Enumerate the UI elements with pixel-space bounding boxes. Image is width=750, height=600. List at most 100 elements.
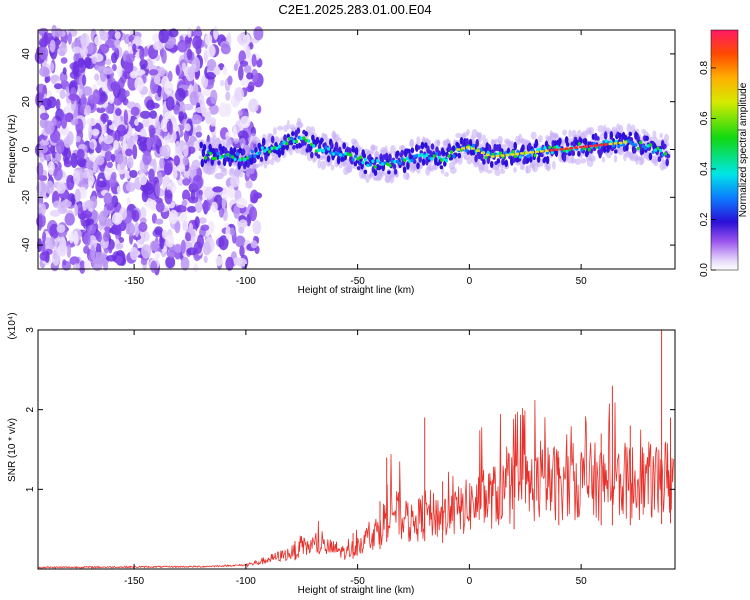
ridge-core (571, 150, 576, 157)
noise-speck (239, 115, 251, 129)
ridge-halo (478, 134, 483, 143)
ridge-bright (626, 139, 631, 143)
noise-speck (182, 178, 191, 186)
noise-speck (113, 140, 119, 151)
noise-speck (203, 255, 208, 264)
noise-speck (193, 241, 203, 254)
noise-speck (36, 181, 48, 198)
noise-speck (234, 87, 245, 102)
noise-speck (84, 199, 94, 210)
noise-speck (225, 91, 231, 101)
ridge-core (292, 144, 296, 150)
noise-speck (114, 38, 121, 48)
ridge-core (602, 146, 607, 154)
ridge-halo (263, 161, 268, 169)
ridge-bright (405, 156, 409, 161)
ridge-hot (589, 144, 593, 148)
ridge-core (416, 162, 420, 170)
ridge-halo (309, 126, 316, 135)
noise-speck (37, 214, 43, 231)
noise-speck (225, 103, 232, 117)
ridge-core (603, 131, 608, 141)
noise-speck (213, 25, 219, 40)
ridge-bright (312, 144, 316, 148)
ridge-bright (413, 154, 417, 159)
ridge-hot (539, 150, 544, 153)
ridge-bright (597, 145, 601, 150)
noise-speck (111, 81, 120, 94)
noise-speck (123, 33, 131, 45)
ridge-core (525, 156, 530, 164)
colorbar-tick-label: 0.4 (699, 162, 710, 176)
noise-speck (113, 96, 123, 106)
noise-speck (55, 151, 62, 162)
ridge-core (475, 139, 480, 148)
colorbar-ticks: 0.0 0.2 0.4 0.6 0.8 (699, 61, 716, 277)
noise-speck (157, 85, 162, 98)
noise-speck (248, 206, 258, 222)
ridge-hot (530, 151, 534, 154)
ridge-halo (339, 164, 343, 169)
noise-speck (134, 76, 144, 92)
noise-speck (218, 235, 229, 251)
noise-speck (85, 104, 91, 116)
y-tick-label: 20 (21, 96, 32, 108)
ridge-core (418, 156, 423, 163)
noise-speck (185, 232, 191, 242)
ridge-bright (602, 140, 606, 144)
ridge-core (291, 131, 295, 137)
ridge-halo (228, 168, 236, 177)
snr-y-axis: 1 2 3 (25, 327, 675, 492)
ridge-halo (449, 166, 457, 174)
colorbar-gradient (710, 29, 739, 271)
noise-speck (207, 220, 215, 234)
ridge-core (304, 131, 309, 137)
ridge-bright (565, 149, 569, 154)
noise-speck (154, 182, 161, 197)
noise-speck (131, 209, 140, 222)
ridge-core (529, 156, 533, 163)
ridge-bright (204, 156, 208, 160)
ridge-hot (618, 141, 623, 145)
noise-speck (94, 35, 102, 46)
ridge-bright (386, 162, 390, 166)
noise-speck (183, 144, 189, 158)
noise-speck (112, 222, 121, 236)
noise-speck (84, 56, 92, 69)
ridge-bright (324, 145, 328, 150)
noise-speck (209, 117, 217, 127)
ridge-core (579, 138, 583, 144)
ridge-core (443, 160, 447, 167)
noise-speck (118, 237, 125, 243)
ridge-bright (206, 150, 210, 154)
ridge-core (648, 152, 653, 161)
noise-speck (164, 111, 173, 120)
ridge-bright (617, 144, 621, 149)
ridge-bright (445, 158, 449, 163)
noise-speck (73, 263, 81, 270)
noise-speck (176, 164, 186, 172)
ridge-bright (518, 155, 522, 159)
noise-speck (72, 60, 80, 77)
ridge-core (513, 141, 517, 151)
x-tick-label: 0 (467, 576, 473, 587)
ridge-hot (500, 154, 505, 157)
noise-speck (70, 118, 79, 126)
ridge-bright (644, 146, 648, 150)
snr-x-axis: -150 -100 -50 0 50 (124, 330, 587, 587)
noise-speck (40, 203, 47, 216)
ridge-core (558, 137, 562, 145)
y-tick-label: -40 (21, 237, 32, 252)
noise-speck (196, 125, 202, 133)
ridge-core (241, 148, 246, 156)
noise-speck (247, 81, 255, 92)
noise-speck (56, 182, 66, 194)
noise-speck (64, 213, 75, 226)
noise-speck (51, 250, 61, 266)
noise-speck (45, 237, 52, 247)
ridge-halo (613, 154, 618, 163)
ridge-bright (661, 153, 665, 157)
ridge-halo (245, 167, 251, 177)
noise-speck (76, 148, 85, 160)
ridge-hot (534, 150, 539, 153)
